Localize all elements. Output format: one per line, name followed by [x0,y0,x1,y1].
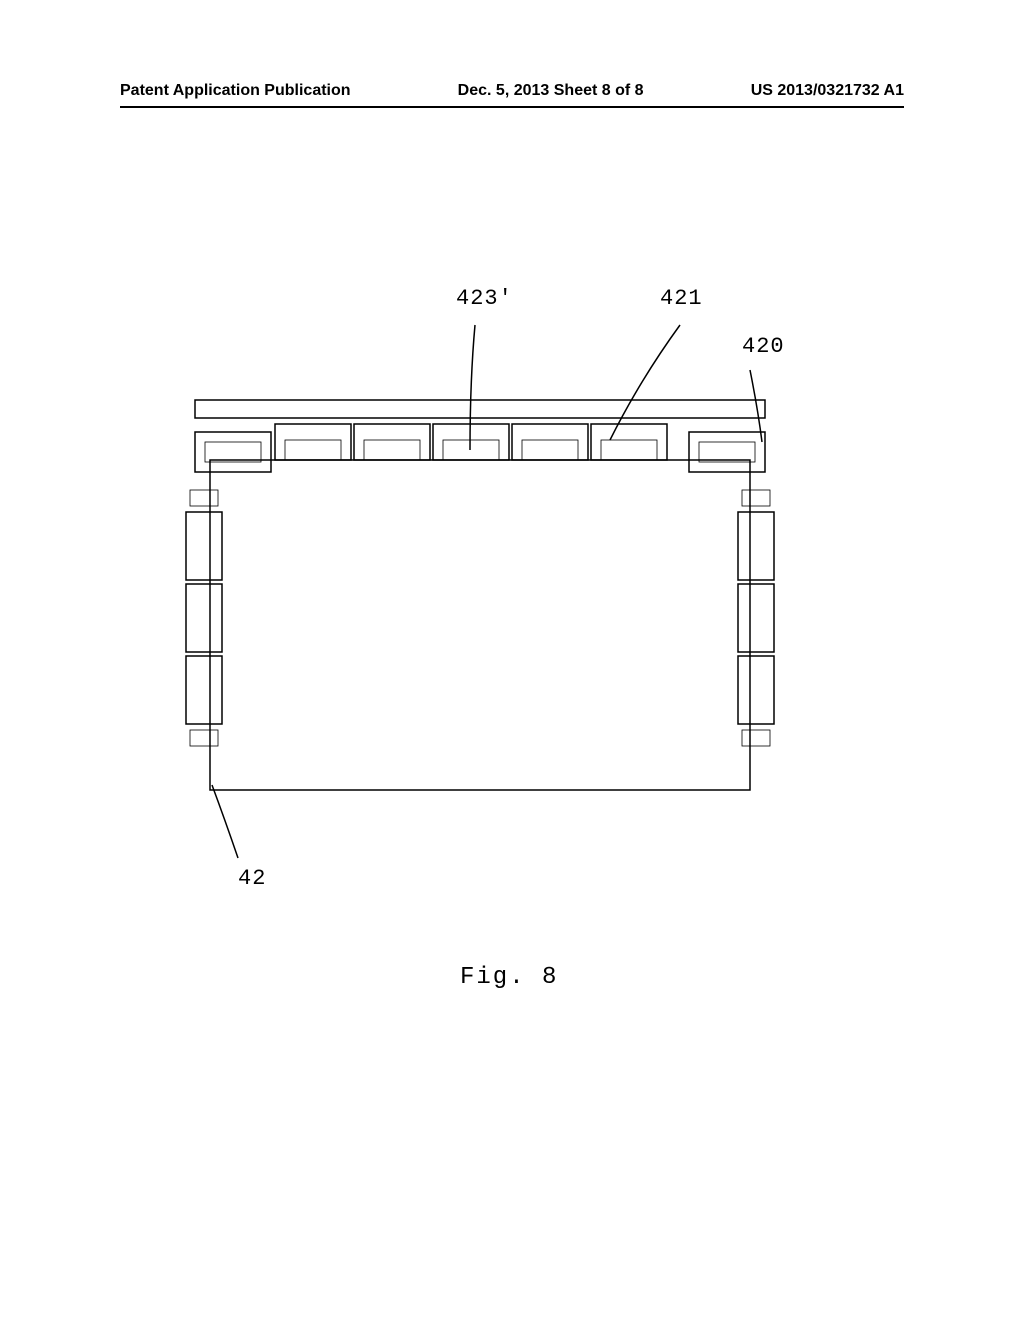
header-right: US 2013/0321732 A1 [751,82,904,100]
figure-caption: Fig. 8 [460,964,558,991]
header-divider [120,106,904,108]
header-center: Dec. 5, 2013 Sheet 8 of 8 [458,82,644,100]
patent-diagram [150,280,790,880]
header-left: Patent Application Publication [120,82,351,100]
